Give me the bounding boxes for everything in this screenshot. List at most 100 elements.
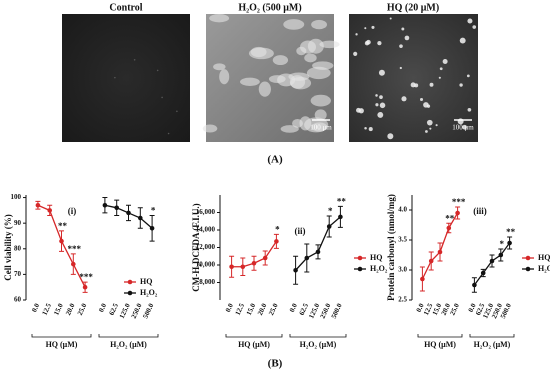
cell <box>304 117 329 133</box>
cell <box>401 96 407 102</box>
cell <box>419 97 424 102</box>
group-label: H₂O₂ (μM) <box>474 340 511 349</box>
legend-label: H₂O₂ <box>538 264 550 273</box>
cell <box>414 83 419 88</box>
data-point <box>507 240 512 246</box>
cell-texture <box>114 14 477 140</box>
data-point <box>71 261 76 267</box>
data-point <box>59 238 64 244</box>
cell <box>311 19 328 30</box>
data-point <box>326 224 332 229</box>
significance: * <box>275 224 280 234</box>
x-tick-label: 25.0 <box>76 302 89 317</box>
significance: * <box>328 206 333 216</box>
y-tick-label: 80 <box>14 244 22 252</box>
significance: *** <box>79 272 93 282</box>
cell <box>423 102 429 108</box>
image-label: Control <box>109 2 142 13</box>
x-tick-label: 0.0 <box>467 302 478 314</box>
data-point <box>498 252 504 258</box>
cell <box>389 17 392 20</box>
significance: ** <box>58 221 68 231</box>
cell <box>459 37 466 44</box>
micrograph-control <box>62 14 190 142</box>
group-bracket <box>225 334 283 338</box>
cell <box>310 94 331 107</box>
legend-label: HQ <box>140 277 152 286</box>
significance: ** <box>445 213 455 223</box>
data-point <box>428 258 434 264</box>
cell <box>472 25 477 29</box>
significance: ** <box>506 227 516 237</box>
cell <box>319 40 340 49</box>
group-label: HQ (μM) <box>46 340 78 349</box>
legend-marker <box>525 266 531 272</box>
cell <box>306 66 331 80</box>
scale-label: 100 μm <box>452 124 474 132</box>
cell <box>429 127 432 130</box>
cell <box>378 69 385 76</box>
data-point <box>138 215 143 221</box>
cell <box>219 69 230 85</box>
cell <box>438 76 441 79</box>
legend-label: H₂O₂ <box>370 264 388 273</box>
x-tick-label: 500.0 <box>330 302 344 320</box>
cell <box>379 102 386 109</box>
cell <box>426 119 433 126</box>
cell <box>375 103 379 107</box>
cell <box>283 19 305 30</box>
cell <box>459 83 463 87</box>
data-point <box>126 210 131 216</box>
image-label: HQ (20 μM) <box>387 2 439 13</box>
data-point <box>274 239 279 244</box>
group-bracket <box>31 334 92 338</box>
significance: *** <box>452 197 466 207</box>
x-tick-label: 0.0 <box>288 302 299 314</box>
cell <box>404 35 410 41</box>
legend-label: HQ <box>370 253 382 262</box>
data-point <box>114 205 119 211</box>
x-tick-label: 15.0 <box>52 302 65 317</box>
data-point <box>446 225 452 231</box>
y-axis-label: CM-H₂DCFDA (F.I.U.) <box>191 203 201 291</box>
cell <box>133 58 136 61</box>
significance: *** <box>68 244 82 254</box>
cell <box>435 124 438 127</box>
data-point <box>304 255 310 261</box>
panel-label: (iii) <box>473 206 487 216</box>
cell <box>371 25 375 29</box>
significance: ** <box>337 196 347 206</box>
cell <box>304 53 317 63</box>
y-tick-label: 16,000 <box>196 208 216 216</box>
y-tick-label: 4.0 <box>398 206 407 214</box>
data-point <box>315 249 321 255</box>
cell <box>439 67 443 71</box>
data-point <box>102 202 108 208</box>
legend-marker <box>127 279 133 285</box>
series-line <box>295 216 341 271</box>
legend-label: H₂O₂ <box>140 288 158 297</box>
significance: * <box>151 206 156 216</box>
y-tick-label: 10,000 <box>196 261 216 269</box>
cell <box>399 66 402 70</box>
cell <box>358 108 364 114</box>
cell <box>296 46 307 56</box>
data-point <box>262 255 268 261</box>
cell <box>462 124 467 130</box>
y-tick-label: 3.5 <box>398 236 407 244</box>
group-bracket <box>289 334 347 338</box>
cell <box>467 18 473 24</box>
panel-label: (B) <box>268 358 283 370</box>
scale-label: 100 μm <box>310 124 332 132</box>
data-point <box>472 282 477 288</box>
cell <box>272 55 289 66</box>
cell <box>114 76 116 79</box>
cell <box>379 95 383 100</box>
group-label: H₂O₂ (μM) <box>300 340 337 349</box>
x-tick-label: 12.5 <box>234 302 247 317</box>
cell <box>429 82 434 87</box>
x-tick-label: 25.0 <box>267 302 280 317</box>
y-axis-label: Cell viability (%) <box>3 214 13 281</box>
cell <box>312 61 334 70</box>
x-tick-label: 25.0 <box>448 302 461 317</box>
